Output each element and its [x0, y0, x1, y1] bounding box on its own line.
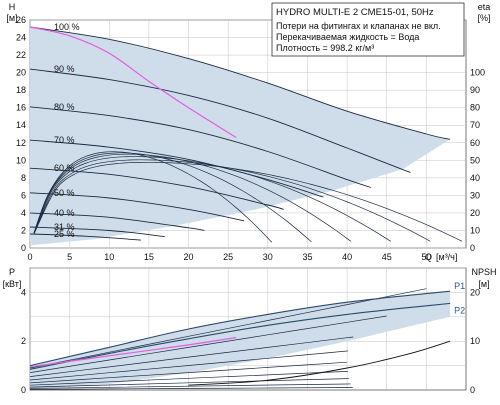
speed-curve-label: 70 %	[54, 135, 75, 145]
eta-curve	[33, 152, 312, 243]
y-tick-label: 4	[21, 208, 26, 218]
eta-curve	[33, 161, 463, 242]
power-curve	[29, 288, 427, 369]
chart-note: Перекачиваемая жидкость = Вода	[276, 32, 419, 42]
x-tick-label: 10	[104, 252, 114, 262]
y2-tick-label: 30	[470, 190, 480, 200]
y-tick-label: 20	[16, 68, 26, 78]
y-tick-label: 16	[16, 103, 26, 113]
power-curve	[29, 383, 351, 389]
x-axis-label: Q	[425, 252, 432, 262]
y-axis-label: H	[9, 2, 16, 12]
speed-curve	[29, 212, 205, 231]
x-axis-unit: [м³/ч]	[436, 252, 457, 262]
bottom-operating-envelope	[30, 291, 451, 389]
x-tick-label: 20	[184, 252, 194, 262]
y-tick-label: 10	[16, 155, 26, 165]
y-tick-label: 6	[21, 190, 26, 200]
speed-curve	[29, 192, 245, 222]
x-tick-label: 35	[302, 252, 312, 262]
info-box	[271, 2, 465, 57]
y-tick-label: 26	[16, 15, 26, 25]
speed-curve	[29, 139, 324, 198]
x-tick-label: 5	[67, 252, 72, 262]
y2-tick-label: 60	[470, 138, 480, 148]
power-curve	[29, 315, 387, 373]
y2-tick-label: 70	[470, 120, 480, 130]
y2-tick-label: 80	[470, 103, 480, 113]
chart-note: Плотность = 998.2 кг/м³	[276, 43, 374, 53]
y-tick-label: 2	[21, 225, 26, 235]
eta-curve	[33, 151, 273, 243]
speed-curve-label: 40 %	[54, 208, 75, 218]
top-operating-curve	[29, 26, 237, 139]
y2-axis-label: eta	[478, 2, 491, 12]
x-tick-label: 25	[223, 252, 233, 262]
npsh-tick-label: 0	[470, 385, 475, 395]
power-curve	[29, 336, 354, 377]
power-curve	[29, 371, 348, 386]
x-tick-label: 15	[144, 252, 154, 262]
npsh-tick-label: 20	[470, 287, 480, 297]
speed-curve	[29, 226, 165, 238]
y-tick-label: 24	[16, 33, 26, 43]
npsh-curve	[188, 340, 451, 386]
speed-curve	[29, 106, 372, 188]
p-axis-unit: [кВт]	[3, 279, 22, 289]
speed-curve	[29, 68, 411, 174]
top-operating-envelope	[30, 27, 451, 246]
power-series-label: P2	[454, 305, 465, 315]
chart-note: Потери на фитингах и клапанах не вкл.	[276, 21, 441, 31]
npsh-axis-label: NPSH	[471, 267, 496, 277]
chart-title: HYDRO MULTI-E 2 CME15-01, 50Hz	[276, 7, 434, 18]
power-series-line	[29, 302, 451, 370]
y2-tick-label: 100	[470, 68, 485, 78]
y-axis-unit: [м]	[6, 13, 17, 23]
npsh-tick-label: 10	[470, 336, 480, 346]
y-tick-label: 22	[16, 50, 26, 60]
speed-curve-label: 25 %	[54, 229, 75, 239]
speed-curve-label: 31 %	[54, 222, 75, 232]
y2-tick-label: 40	[470, 173, 480, 183]
power-series-label: P1	[454, 281, 465, 291]
p-tick-label: 2	[21, 336, 26, 346]
y2-tick-label: 20	[470, 208, 480, 218]
y-tick-label: 8	[21, 173, 26, 183]
y-tick-label: 14	[16, 120, 26, 130]
speed-curve-label: 60 %	[54, 163, 75, 173]
y2-tick-label: 10	[470, 225, 480, 235]
y2-tick-label: 50	[470, 155, 480, 165]
speed-curve	[29, 26, 451, 140]
x-tick-label: 40	[342, 252, 352, 262]
p-axis-label: P	[9, 267, 15, 277]
speed-curve-label: 80 %	[54, 102, 75, 112]
npsh-axis-unit: [м]	[478, 279, 489, 289]
power-curve	[29, 350, 348, 381]
speed-curve-label: 100 %	[54, 22, 80, 32]
x-tick-label: 0	[27, 252, 32, 262]
bottom-operating-curve	[29, 336, 237, 368]
speed-curve-label: 90 %	[54, 64, 75, 74]
y2-axis-unit: [%]	[477, 13, 490, 23]
speed-curve-label: 50 %	[54, 188, 75, 198]
power-curve	[29, 387, 353, 390]
power-series-line	[29, 290, 451, 367]
speed-curve	[29, 233, 142, 241]
y-tick-label: 18	[16, 85, 26, 95]
p-tick-label: 4	[21, 287, 26, 297]
x-tick-label: 50	[421, 252, 431, 262]
y-tick-label: 0	[21, 243, 26, 253]
power-curve	[29, 361, 348, 384]
y-tick-label: 12	[16, 138, 26, 148]
y2-tick-label: 90	[470, 85, 480, 95]
x-tick-label: 30	[263, 252, 273, 262]
speed-curve	[29, 167, 284, 210]
y2-tick-label: 0	[470, 243, 475, 253]
x-tick-label: 45	[382, 252, 392, 262]
p-tick-label: 0	[21, 385, 26, 395]
